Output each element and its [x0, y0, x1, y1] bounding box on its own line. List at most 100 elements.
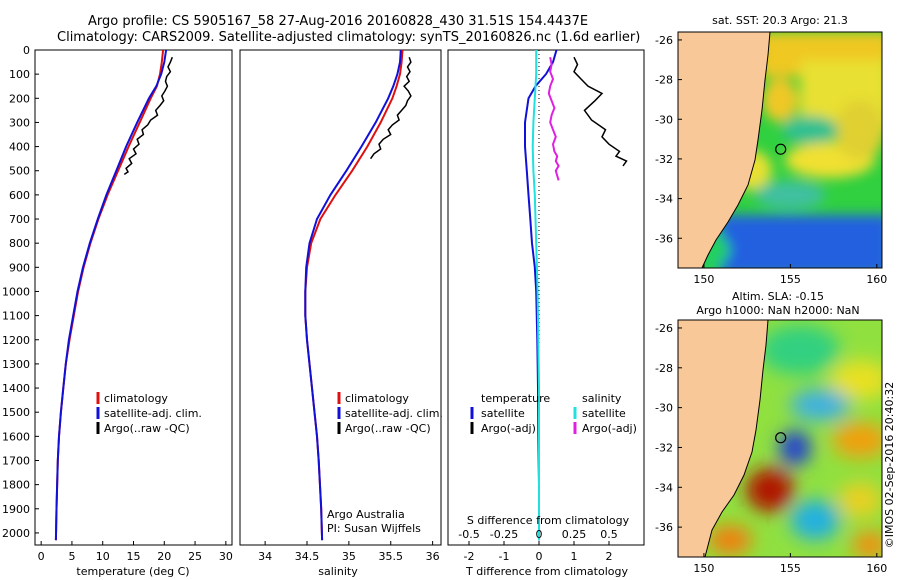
longitude-tick-label: 150 [693, 273, 714, 286]
s-difference-tick-label: 0.25 [562, 528, 587, 541]
temperature-plot-frame [34, 49, 233, 546]
depth-tick-label: 1700 [2, 454, 30, 467]
depth-tick-label: 1200 [2, 334, 30, 347]
figure-title-line2: Climatology: CARS2009. Satellite-adjuste… [57, 30, 640, 45]
legend-s-satellite: satellite [582, 407, 626, 420]
s-difference-tick-label: 0 [536, 528, 543, 541]
latitude-tick-label: -26 [655, 34, 673, 47]
depth-tick-label: 1800 [2, 479, 30, 492]
temperature-tick-label: 20 [157, 550, 171, 563]
t-difference-tick-label: 2 [606, 550, 613, 563]
difference-line-salinity-argo-adj [547, 57, 560, 181]
temperature-tick-label: 5 [68, 550, 75, 563]
s-difference-tick-label: -0.25 [490, 528, 518, 541]
depth-tick-label: 1400 [2, 382, 30, 395]
salinity-line-argo-raw-qc [369, 56, 412, 160]
latitude-tick-label: -36 [655, 232, 673, 245]
legend-s-argo: Argo(-adj) [582, 422, 637, 435]
legend-salinity-header: salinity [582, 392, 622, 405]
sst-map-title: sat. SST: 20.3 Argo: 21.3 [712, 14, 848, 27]
sst-map-frame [677, 31, 883, 269]
depth-tick-label: 1100 [2, 310, 30, 323]
salinity-tick-label: 36 [426, 550, 440, 563]
sst-argo-location-marker [775, 143, 787, 155]
salinity-tick-label: 35.5 [379, 550, 404, 563]
temperature-tick-label: 10 [96, 550, 110, 563]
longitude-tick-label: 160 [866, 273, 887, 286]
longitude-tick-label: 150 [693, 562, 714, 575]
t-difference-x-label: T difference from climatology [465, 565, 628, 578]
temperature-line-satellite-adj-clim [54, 50, 168, 541]
legend-satellite: satellite-adj. clim. [345, 407, 443, 420]
sla-argo-location-marker [775, 432, 787, 444]
depth-tick-label: 500 [9, 165, 30, 178]
latitude-tick-label: -36 [655, 521, 673, 534]
imos-timestamp: ©IMOS 02-Sep-2016 20:40:32 [883, 382, 896, 548]
latitude-tick-label: -30 [655, 113, 673, 126]
difference-plot-frame [447, 49, 645, 546]
longitude-tick-label: 155 [780, 273, 801, 286]
latitude-tick-label: -34 [655, 481, 673, 494]
latitude-tick-label: -32 [655, 441, 673, 454]
figure-title-line1: Argo profile: CS 5905167_58 27-Aug-2016 … [88, 14, 588, 29]
difference-line-temperature-argo-adj [573, 56, 628, 167]
depth-tick-label: 1500 [2, 406, 30, 419]
temperature-tick-label: 25 [188, 550, 202, 563]
temperature-tick-label: 15 [127, 550, 141, 563]
salinity-tick-label: 34 [258, 550, 272, 563]
temperature-tick-label: 30 [219, 550, 233, 563]
sla-land [678, 320, 769, 557]
latitude-tick-label: -28 [655, 362, 673, 375]
sst-land [678, 32, 771, 268]
latitude-tick-label: -34 [655, 193, 673, 206]
legend-temperature-header: temperature [481, 392, 550, 405]
depth-tick-label: 100 [9, 68, 30, 81]
temperature-panel: 0100200300400500600700800900100011001200… [2, 44, 233, 578]
sla-map-title: Altim. SLA: -0.15 [732, 290, 824, 303]
legend-climatology: climatology [345, 392, 409, 405]
credit-line1: Argo Australia [327, 508, 405, 521]
salinity-line-satellite-adj-clim [304, 50, 402, 541]
salinity-tick-label: 34.5 [295, 550, 320, 563]
depth-tick-label: 900 [9, 261, 30, 274]
t-difference-tick-label: -2 [464, 550, 475, 563]
s-difference-tick-label: 0.5 [600, 528, 618, 541]
salinity-legend: climatology satellite-adj. clim. Argo(..… [337, 392, 443, 435]
depth-tick-label: 1300 [2, 358, 30, 371]
legend-argo: Argo(..raw -QC) [345, 422, 431, 435]
depth-tick-label: 700 [9, 213, 30, 226]
depth-tick-label: 600 [9, 189, 30, 202]
latitude-tick-label: -26 [655, 322, 673, 335]
depth-tick-label: 1900 [2, 503, 30, 516]
difference-legend: temperature satellite Argo(-adj) salinit… [470, 392, 637, 435]
s-difference-x-label: S difference from climatology [467, 514, 630, 527]
longitude-tick-label: 155 [780, 562, 801, 575]
salinity-tick-label: 35 [342, 550, 356, 563]
depth-tick-label: 200 [9, 92, 30, 105]
depth-tick-label: 1000 [2, 285, 30, 298]
sla-map: Altim. SLA: -0.15 Argo h1000: NaN h2000:… [655, 290, 887, 575]
salinity-x-label: salinity [318, 565, 358, 578]
sst-field [678, 32, 882, 268]
latitude-tick-label: -30 [655, 402, 673, 415]
t-difference-tick-label: 0 [536, 550, 543, 563]
temperature-x-label: temperature (deg C) [76, 565, 189, 578]
s-difference-tick-label: -0.5 [458, 528, 479, 541]
legend-t-satellite: satellite [481, 407, 525, 420]
legend-climatology: climatology [104, 392, 168, 405]
sla-field [678, 320, 882, 557]
difference-panel: -2 -1 0 1 2 -0.5 -0.25 0 0.25 0.5 T difference f… [447, 49, 645, 578]
legend-argo: Argo(..raw -QC) [104, 422, 190, 435]
depth-tick-label: 800 [9, 237, 30, 250]
salinity-panel: 34 34.5 35 35.5 36 salinity climatology sate… [239, 49, 443, 578]
sla-map-subtitle: Argo h1000: NaN h2000: NaN [696, 304, 859, 317]
sst-map: sat. SST: 20.3 Argo: 21.3 150 155 160 -26 -2… [655, 14, 887, 286]
difference-line-salinity-satellite [531, 50, 540, 541]
legend-satellite: satellite-adj. clim. [104, 407, 202, 420]
temperature-legend: climatology satellite-adj. clim. Argo(..… [96, 392, 202, 435]
t-difference-tick-label: -1 [499, 550, 510, 563]
latitude-tick-label: -32 [655, 153, 673, 166]
depth-tick-label: 300 [9, 116, 30, 129]
credit-line2: PI: Susan Wijffels [327, 522, 421, 535]
